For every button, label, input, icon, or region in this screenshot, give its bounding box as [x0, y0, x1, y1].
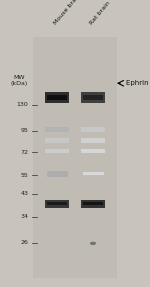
Bar	[46, 171, 68, 177]
Text: Rat brain: Rat brain	[89, 1, 111, 26]
Bar	[45, 200, 69, 208]
Text: 72: 72	[21, 150, 28, 155]
Text: 34: 34	[21, 214, 28, 219]
Bar	[83, 95, 103, 100]
Bar	[81, 92, 105, 103]
Text: MW
(kDa): MW (kDa)	[11, 75, 28, 86]
Text: Ephrin B2: Ephrin B2	[126, 80, 150, 86]
Text: 95: 95	[21, 128, 28, 133]
Bar	[45, 127, 69, 132]
Text: 43: 43	[21, 191, 28, 196]
Bar	[82, 172, 103, 175]
Text: Mouse brain: Mouse brain	[53, 0, 82, 26]
Bar	[45, 138, 69, 143]
Bar	[83, 202, 103, 205]
Bar	[81, 149, 105, 153]
Bar	[47, 95, 67, 100]
Bar	[33, 37, 117, 278]
Text: 26: 26	[21, 240, 28, 245]
Text: 130: 130	[17, 102, 28, 107]
Bar	[45, 92, 69, 103]
Bar	[81, 200, 105, 208]
Bar	[81, 138, 105, 143]
Bar	[45, 149, 69, 153]
Bar	[81, 127, 105, 132]
Bar	[47, 202, 67, 205]
Text: 55: 55	[21, 172, 28, 178]
Ellipse shape	[90, 242, 96, 245]
